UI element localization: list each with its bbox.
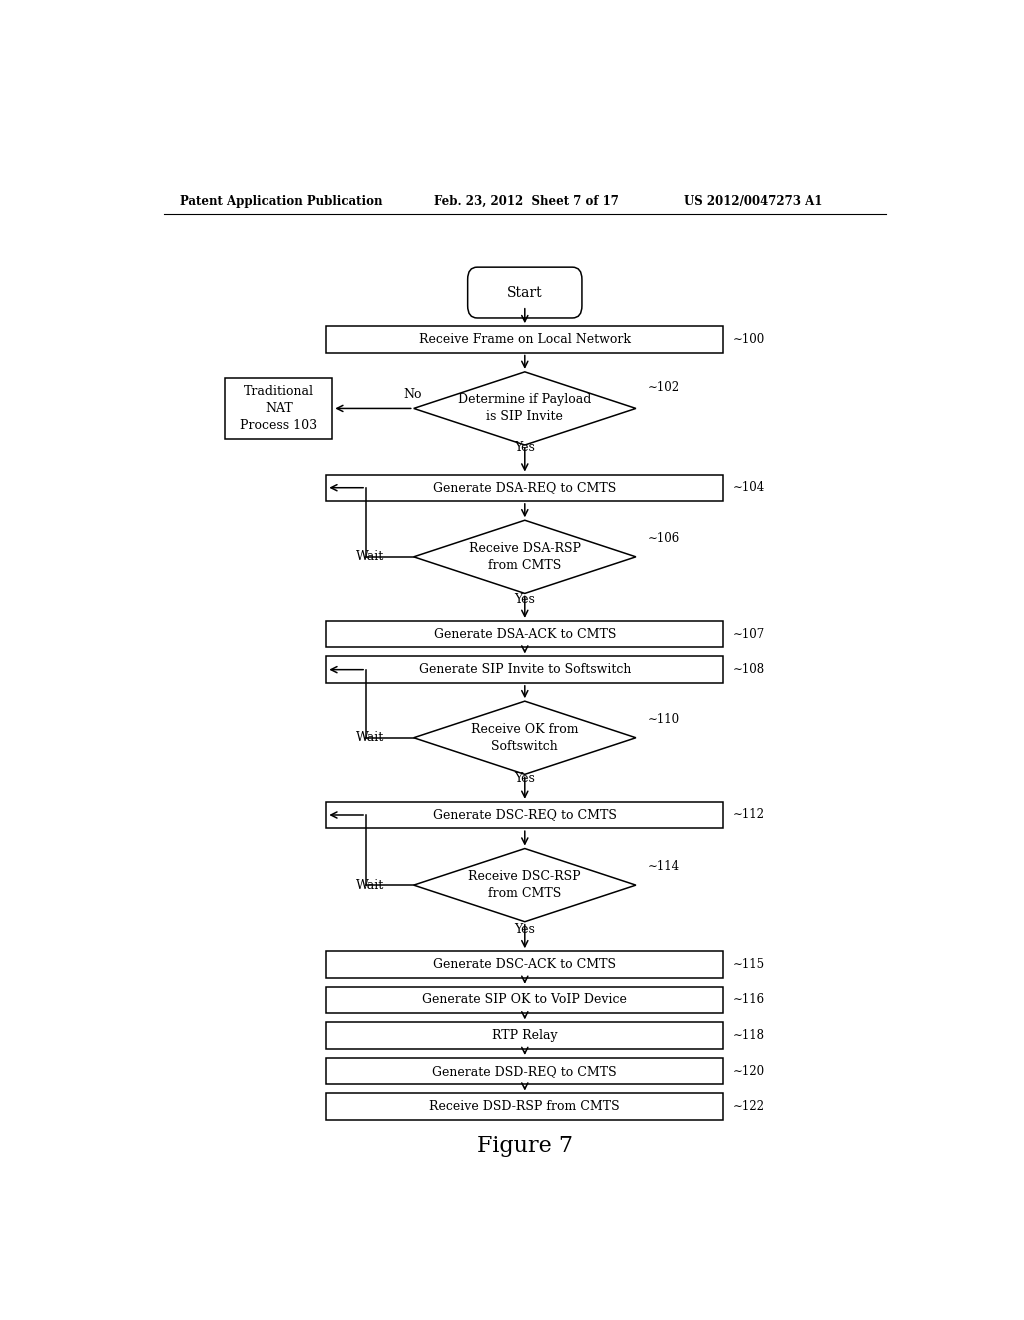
Polygon shape (414, 849, 636, 921)
Text: Yes: Yes (514, 924, 536, 936)
FancyBboxPatch shape (468, 267, 582, 318)
FancyBboxPatch shape (327, 474, 723, 500)
Text: Start: Start (507, 285, 543, 300)
Polygon shape (414, 372, 636, 445)
Text: No: No (402, 388, 421, 401)
Text: Generate DSC-ACK to CMTS: Generate DSC-ACK to CMTS (433, 958, 616, 972)
Text: Generate DSA-REQ to CMTS: Generate DSA-REQ to CMTS (433, 482, 616, 494)
FancyBboxPatch shape (327, 326, 723, 352)
FancyBboxPatch shape (327, 801, 723, 828)
Text: Receive OK from
Softswitch: Receive OK from Softswitch (471, 723, 579, 752)
Text: Determine if Payload
is SIP Invite: Determine if Payload is SIP Invite (458, 393, 592, 424)
Text: Receive DSA-RSP
from CMTS: Receive DSA-RSP from CMTS (469, 541, 581, 572)
Text: Generate SIP OK to VoIP Device: Generate SIP OK to VoIP Device (422, 994, 628, 1006)
Text: Receive DSC-RSP
from CMTS: Receive DSC-RSP from CMTS (469, 870, 581, 900)
Text: Receive Frame on Local Network: Receive Frame on Local Network (419, 333, 631, 346)
FancyBboxPatch shape (327, 1057, 723, 1084)
Text: ∼115: ∼115 (733, 958, 765, 972)
Text: Feb. 23, 2012  Sheet 7 of 17: Feb. 23, 2012 Sheet 7 of 17 (433, 194, 618, 207)
Text: Generate DSC-REQ to CMTS: Generate DSC-REQ to CMTS (433, 808, 616, 821)
Text: ∼120: ∼120 (733, 1065, 765, 1077)
FancyBboxPatch shape (327, 620, 723, 647)
Text: ∼106: ∼106 (648, 532, 680, 545)
Text: ∼108: ∼108 (733, 663, 765, 676)
FancyBboxPatch shape (225, 378, 333, 440)
Text: Wait: Wait (356, 879, 384, 891)
Text: Yes: Yes (514, 441, 536, 454)
Text: Wait: Wait (356, 550, 384, 564)
FancyBboxPatch shape (327, 1022, 723, 1049)
Text: Generate DSD-REQ to CMTS: Generate DSD-REQ to CMTS (432, 1065, 617, 1077)
Text: Wait: Wait (356, 731, 384, 744)
Text: Yes: Yes (514, 772, 536, 785)
Text: ∼112: ∼112 (733, 808, 765, 821)
Text: Receive DSD-RSP from CMTS: Receive DSD-RSP from CMTS (429, 1100, 621, 1113)
FancyBboxPatch shape (327, 952, 723, 978)
Text: ∼118: ∼118 (733, 1030, 765, 1041)
FancyBboxPatch shape (327, 987, 723, 1014)
Text: ∼107: ∼107 (733, 627, 765, 640)
Text: Generate DSA-ACK to CMTS: Generate DSA-ACK to CMTS (433, 627, 616, 640)
Text: Traditional
NAT
Process 103: Traditional NAT Process 103 (241, 385, 317, 432)
Text: Yes: Yes (514, 593, 536, 606)
Text: Figure 7: Figure 7 (477, 1135, 572, 1158)
Text: ∼100: ∼100 (733, 333, 765, 346)
FancyBboxPatch shape (327, 656, 723, 682)
Text: ∼102: ∼102 (648, 380, 680, 393)
Text: ∼114: ∼114 (648, 861, 680, 874)
Text: ∼116: ∼116 (733, 994, 765, 1006)
Text: ∼104: ∼104 (733, 482, 765, 494)
Text: ∼110: ∼110 (648, 713, 680, 726)
Text: US 2012/0047273 A1: US 2012/0047273 A1 (684, 194, 822, 207)
Polygon shape (414, 520, 636, 594)
Text: ∼122: ∼122 (733, 1100, 765, 1113)
Polygon shape (414, 701, 636, 775)
Text: Patent Application Publication: Patent Application Publication (179, 194, 382, 207)
FancyBboxPatch shape (327, 1093, 723, 1119)
Text: RTP Relay: RTP Relay (492, 1030, 558, 1041)
Text: Generate SIP Invite to Softswitch: Generate SIP Invite to Softswitch (419, 663, 631, 676)
